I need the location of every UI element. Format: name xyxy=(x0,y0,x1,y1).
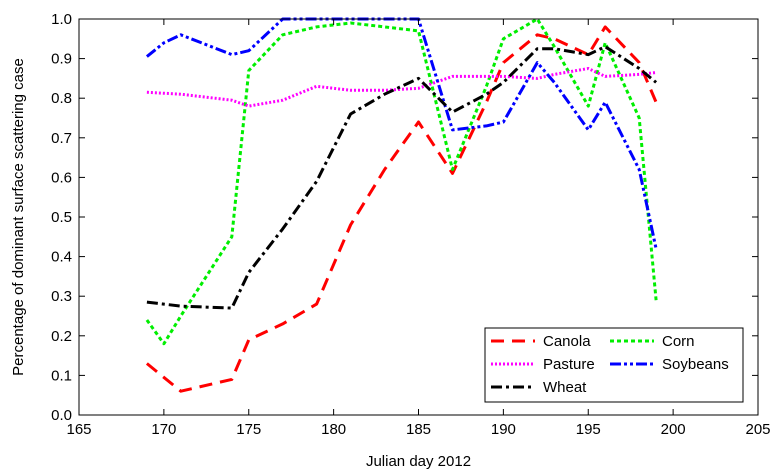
x-tick-label: 185 xyxy=(406,421,431,438)
legend-label-canola: Canola xyxy=(543,333,591,350)
x-tick-label: 170 xyxy=(151,421,176,438)
x-axis-title: Julian day 2012 xyxy=(366,453,471,470)
y-tick-label: 1.0 xyxy=(51,11,72,28)
x-tick-label: 190 xyxy=(491,421,516,438)
x-tick-label: 180 xyxy=(321,421,346,438)
y-tick-label: 0.9 xyxy=(51,51,72,68)
y-tick-label: 0.8 xyxy=(51,90,72,107)
series-line-corn xyxy=(145,17,658,346)
x-tick-label: 175 xyxy=(236,421,261,438)
axes: 165 170 175 180 185 190 195 200 205 0.0 0.1 0.2 0.3 0… xyxy=(51,11,770,438)
legend-label-pasture: Pasture xyxy=(543,356,595,373)
x-tick-label: 200 xyxy=(661,421,686,438)
series-line-canola xyxy=(145,25,658,393)
series-line-pasture xyxy=(146,67,657,108)
y-tick-label: 0.0 xyxy=(51,407,72,424)
y-tick-label: 0.3 xyxy=(51,288,72,305)
x-tick-label: 165 xyxy=(66,421,91,438)
legend-label-soybeans: Soybeans xyxy=(662,356,729,373)
y-tick-label: 0.5 xyxy=(51,209,72,226)
x-tick-label: 205 xyxy=(745,421,770,438)
series-line-wheat xyxy=(146,45,658,310)
y-tick-label: 0.2 xyxy=(51,328,72,345)
legend-label-corn: Corn xyxy=(662,333,695,350)
legend-label-wheat: Wheat xyxy=(543,379,587,396)
y-tick-label: 0.4 xyxy=(51,249,72,266)
x-tick-label: 195 xyxy=(576,421,601,438)
y-tick-label: 0.6 xyxy=(51,169,72,186)
y-axis-title: Percentage of dominant surface scatterin… xyxy=(10,58,27,376)
legend: Canola Corn Pasture Soybeans Wheat xyxy=(484,327,744,403)
y-tick-label: 0.1 xyxy=(51,367,72,384)
y-tick-label: 0.7 xyxy=(51,130,72,147)
